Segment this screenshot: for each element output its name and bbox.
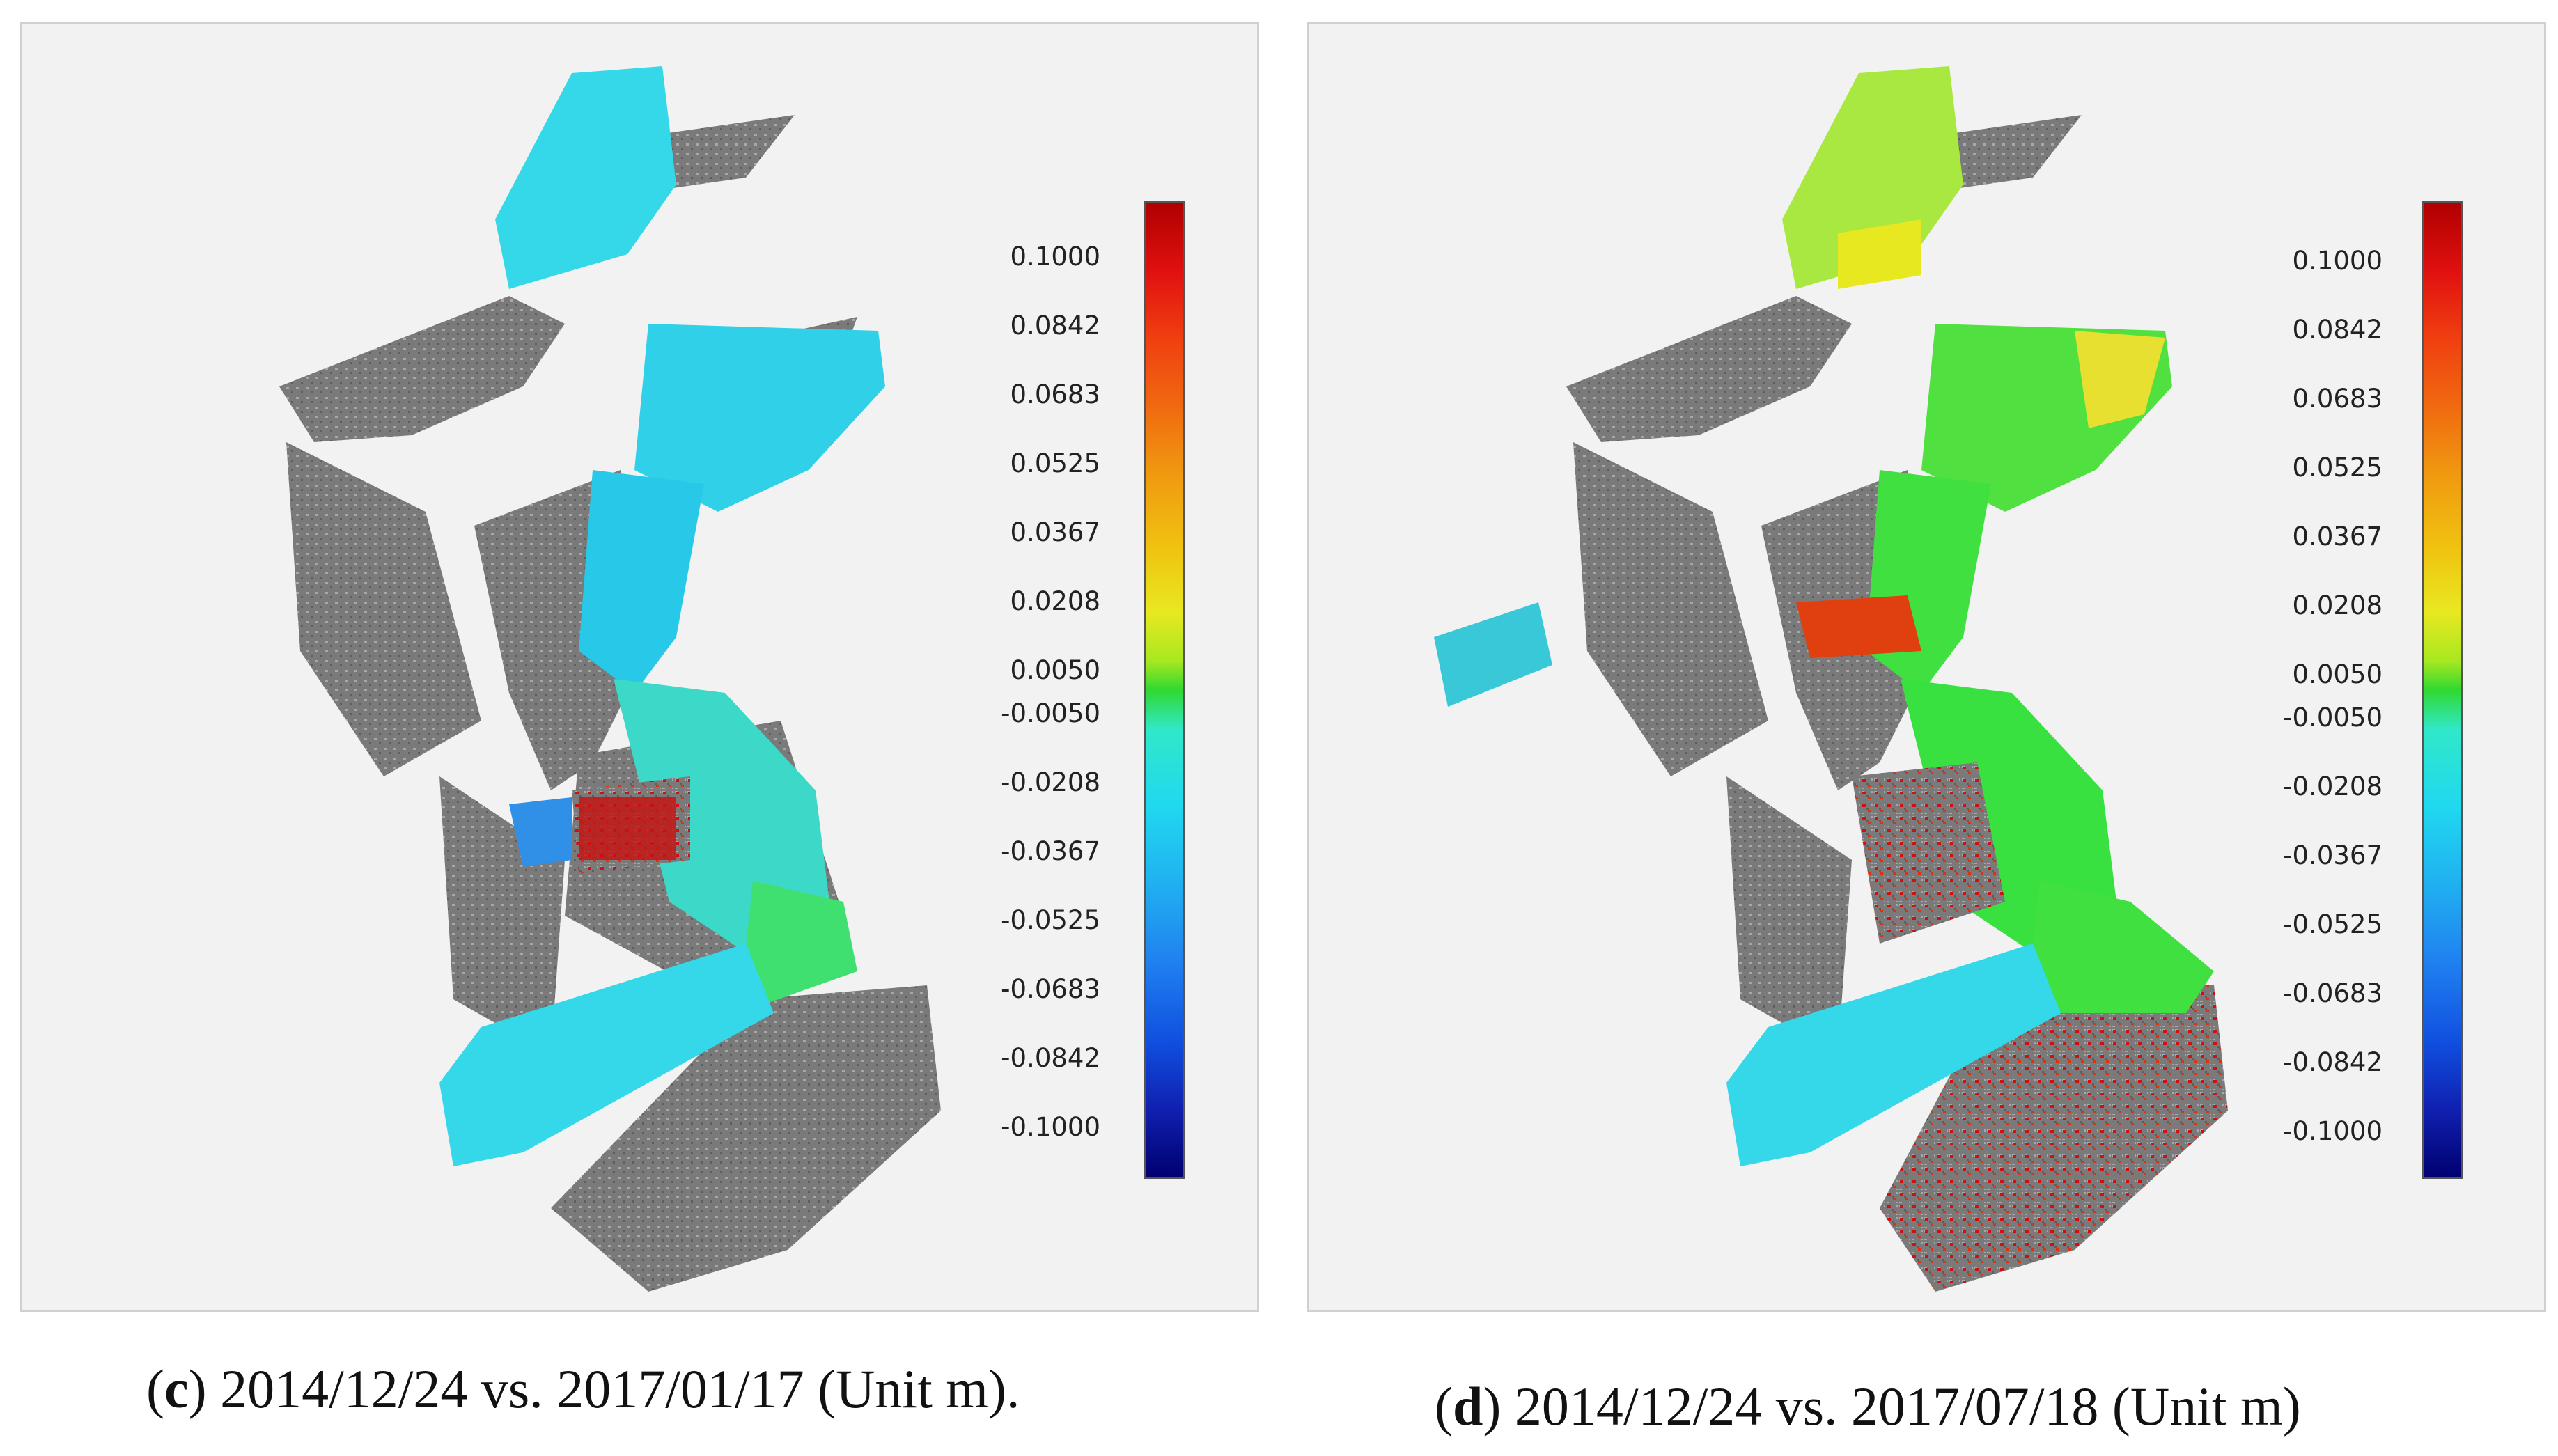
colorbar-label: 0.0050	[1010, 655, 1100, 685]
gray-structures-d	[1566, 115, 2082, 1055]
caption-text: ) 2014/12/24 vs. 2017/01/17 (Unit m).	[188, 1359, 1020, 1419]
deformation-map-panel-d: 0.1000 0.0842 0.0683 0.0525 0.0367 0.020…	[1307, 22, 2546, 1312]
gray-structures-c	[279, 115, 941, 1292]
colorbar-label: 0.0050	[2292, 659, 2382, 689]
colorbar-label: -0.0050	[2283, 703, 2382, 733]
colorbar-label: -0.0842	[2283, 1047, 2382, 1077]
colorbar-label: -0.0683	[1001, 974, 1100, 1004]
displacement-corridors-c	[439, 66, 885, 1166]
colorbar-label: -0.0367	[1001, 836, 1100, 866]
colorbar-label: 0.1000	[1010, 242, 1100, 272]
deformation-map-panel-c: 0.1000 0.0842 0.0683 0.0525 0.0367 0.020…	[20, 22, 1259, 1312]
colorbar-label: -0.0525	[2283, 909, 2382, 939]
caption-letter: c	[164, 1359, 189, 1419]
point-cloud-map-d	[1434, 66, 2228, 1292]
colorbar-label: 0.0208	[2292, 590, 2382, 620]
colorbar-label: -0.0208	[1001, 767, 1100, 797]
colorbar-label: -0.0525	[1001, 905, 1100, 935]
colorbar-label: 0.0367	[1010, 517, 1100, 547]
caption-c: (c) 2014/12/24 vs. 2017/01/17 (Unit m).	[146, 1359, 1020, 1419]
point-cloud-map-c	[279, 66, 941, 1292]
colorbar-label: -0.0367	[2283, 840, 2382, 870]
caption-letter: d	[1452, 1376, 1483, 1437]
colorbar-label: 0.0525	[1010, 448, 1100, 478]
colorbar-label: -0.0683	[2283, 978, 2382, 1008]
colorbar-label: 0.0683	[1010, 379, 1100, 409]
colorbar-d	[2422, 201, 2463, 1179]
colorbar-label: 0.0208	[1010, 586, 1100, 616]
colorbar-label: -0.1000	[1001, 1112, 1100, 1142]
caption-text: ) 2014/12/24 vs. 2017/07/18 (Unit m)	[1483, 1376, 2301, 1437]
colorbar-label: -0.0050	[1001, 698, 1100, 728]
colorbar-label: 0.0525	[2292, 453, 2382, 483]
displacement-corridors-d	[1434, 66, 2228, 1292]
colorbar-label: 0.0842	[1010, 311, 1100, 340]
colorbar-label: -0.0208	[2283, 772, 2382, 801]
caption-d: (d) 2014/12/24 vs. 2017/07/18 (Unit m)	[1435, 1376, 2301, 1437]
colorbar-c	[1144, 201, 1185, 1179]
colorbar-label: 0.0683	[2292, 384, 2382, 414]
colorbar-label: -0.0842	[1001, 1043, 1100, 1073]
colorbar-label: 0.0367	[2292, 522, 2382, 551]
colorbar-label: 0.0842	[2292, 315, 2382, 345]
colorbar-label: -0.1000	[2283, 1116, 2382, 1146]
colorbar-label: 0.1000	[2292, 246, 2382, 276]
